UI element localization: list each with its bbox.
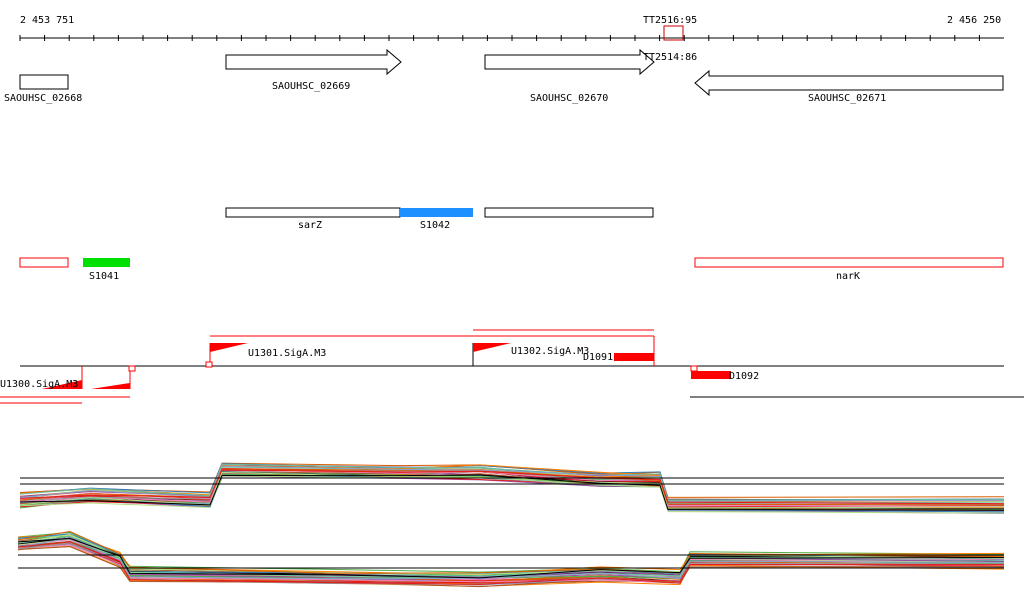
gene-02670-arrow[interactable] [484, 48, 655, 76]
promoter-marker[interactable] [91, 383, 130, 389]
gene-label: SAOUHSC_02670 [530, 93, 608, 104]
feature-narK[interactable] [694, 257, 1004, 268]
gene-label: SAOUHSC_02671 [808, 93, 886, 104]
expression-line [17, 537, 1005, 579]
gene-label: SAOUHSC_02669 [272, 81, 350, 92]
promoter-D1091[interactable] [614, 353, 654, 361]
marker-label-top: TT2516:95 [643, 15, 697, 26]
feature-S1042[interactable] [400, 208, 473, 217]
expression-line [19, 474, 1005, 511]
promoter-marker[interactable] [210, 343, 248, 352]
feature-S1041[interactable] [83, 258, 130, 267]
ruler-start: 2 453 751 [20, 15, 74, 26]
gene-02669-arrow[interactable] [225, 48, 402, 76]
promoter-label: U1302.SigA.M3 [511, 346, 589, 357]
marker-label-bottom: TT2514:86 [643, 52, 697, 63]
expression-line [19, 475, 1005, 514]
feature-label: narK [836, 271, 860, 282]
gene-02671-arrow[interactable] [694, 69, 1004, 97]
feature-sarZ[interactable] [225, 207, 401, 218]
expression-tracks [17, 462, 1005, 588]
terminator-marker[interactable] [663, 25, 684, 41]
expression-line [17, 530, 1005, 574]
feature-red-left[interactable] [19, 257, 69, 268]
expression-line [17, 541, 1005, 585]
gene-02668[interactable] [19, 74, 69, 90]
expression-line [19, 463, 1005, 501]
promoter-marker[interactable] [473, 343, 511, 352]
coordinate-ruler [19, 35, 1004, 41]
expression-line [19, 471, 1005, 509]
feature-unnamed[interactable] [484, 207, 654, 218]
promoter-marker[interactable] [42, 380, 82, 389]
gene-label: SAOUHSC_02668 [4, 93, 82, 104]
expression-line [19, 465, 1005, 502]
promoter-label: U1300.SigA.M3 [0, 379, 78, 390]
promoter-label: D1091 [583, 352, 613, 363]
feature-label: sarZ [298, 220, 322, 231]
promoter-label: U1301.SigA.M3 [248, 348, 326, 359]
feature-label: S1041 [89, 271, 119, 282]
expression-line [19, 469, 1005, 505]
expression-line [17, 537, 1005, 580]
ruler-end: 2 456 250 [947, 15, 1001, 26]
feature-label: S1042 [420, 220, 450, 231]
promoter-label: D1092 [729, 371, 759, 382]
promoter-D1092[interactable] [691, 371, 731, 379]
